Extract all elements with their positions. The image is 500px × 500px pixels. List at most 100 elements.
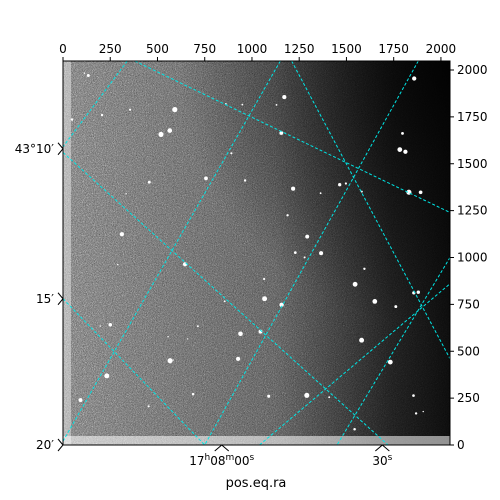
top-tick-label: 500 bbox=[146, 42, 169, 56]
star bbox=[119, 232, 124, 237]
star bbox=[191, 392, 195, 396]
star bbox=[241, 103, 244, 106]
top-tick-label: 1000 bbox=[237, 42, 268, 56]
grid-line bbox=[204, 61, 419, 445]
star bbox=[267, 394, 271, 398]
star bbox=[129, 108, 132, 111]
ra-tick-label: 30s bbox=[372, 453, 392, 468]
dec-axis: 43°10′ 15′ 20′ bbox=[15, 142, 64, 452]
star bbox=[78, 398, 83, 403]
right-tick-label: 500 bbox=[457, 344, 480, 358]
star bbox=[100, 113, 104, 117]
star bbox=[99, 325, 101, 327]
star bbox=[263, 277, 266, 281]
star bbox=[412, 76, 417, 81]
right-tick-label: 1250 bbox=[457, 204, 488, 218]
right-tick-label: 2000 bbox=[457, 63, 488, 77]
star bbox=[304, 392, 310, 398]
image-bottom-edge bbox=[63, 436, 450, 445]
star bbox=[172, 107, 178, 113]
star bbox=[418, 190, 423, 195]
star bbox=[262, 296, 268, 302]
star bbox=[352, 281, 358, 287]
top-tick-label: 1750 bbox=[378, 42, 409, 56]
x-axis-label: pos.eq.ra bbox=[226, 476, 287, 491]
top-tick-label: 250 bbox=[99, 42, 122, 56]
star bbox=[303, 256, 306, 259]
star bbox=[236, 356, 241, 361]
star bbox=[328, 396, 331, 399]
grid-line bbox=[134, 61, 450, 213]
star bbox=[279, 131, 284, 135]
star bbox=[243, 179, 247, 182]
star bbox=[338, 183, 342, 187]
right-tick-label: 1500 bbox=[457, 157, 488, 171]
star bbox=[282, 95, 287, 100]
star bbox=[147, 180, 151, 184]
star bbox=[414, 412, 418, 415]
star bbox=[167, 358, 173, 364]
star bbox=[117, 263, 119, 266]
top-tick-label: 750 bbox=[193, 42, 216, 56]
grid-line bbox=[63, 61, 128, 148]
star bbox=[319, 192, 322, 195]
star bbox=[353, 428, 356, 431]
dec-tick-mark bbox=[57, 292, 64, 306]
star bbox=[394, 305, 398, 309]
star bbox=[403, 149, 408, 154]
star bbox=[387, 359, 393, 365]
star bbox=[372, 299, 378, 304]
star bbox=[172, 359, 174, 361]
star bbox=[86, 74, 90, 77]
right-tick-label: 250 bbox=[457, 391, 480, 405]
star bbox=[125, 193, 127, 195]
grid-line bbox=[336, 257, 450, 445]
star bbox=[286, 214, 289, 217]
grid-line bbox=[63, 61, 281, 442]
top-tick-label: 0 bbox=[59, 42, 67, 56]
star bbox=[412, 394, 415, 397]
image-panel bbox=[63, 61, 450, 445]
star bbox=[83, 72, 86, 74]
star bbox=[182, 262, 188, 267]
plot-frame bbox=[62, 60, 451, 446]
star bbox=[416, 290, 420, 294]
right-tick-label: 1750 bbox=[457, 110, 488, 124]
star bbox=[204, 176, 208, 181]
grid-line bbox=[291, 61, 450, 359]
dec-tick-label: 43°10′ bbox=[15, 142, 55, 156]
right-tick-label: 750 bbox=[457, 297, 480, 311]
top-tick-label: 2000 bbox=[426, 42, 457, 56]
star bbox=[422, 410, 424, 413]
ra-axis: 17h08m00s 30s bbox=[189, 444, 393, 468]
ra-tick-mark bbox=[214, 444, 230, 452]
top-pixel-axis: 0 250 500 750 1000 1250 1500 1750 2000 bbox=[59, 42, 456, 61]
star bbox=[293, 251, 297, 254]
star bbox=[70, 118, 74, 121]
grid-line bbox=[63, 298, 206, 445]
star bbox=[291, 186, 296, 191]
star bbox=[279, 302, 284, 307]
image-dark-corner bbox=[63, 61, 450, 445]
star bbox=[196, 325, 199, 328]
star bbox=[397, 147, 403, 152]
dec-tick-label: 20′ bbox=[36, 438, 54, 452]
star bbox=[187, 338, 189, 340]
dec-tick-label: 15′ bbox=[36, 292, 54, 306]
star bbox=[401, 131, 404, 135]
star bbox=[167, 335, 169, 338]
right-tick-label: 0 bbox=[457, 438, 465, 452]
star bbox=[147, 405, 150, 408]
grid-line bbox=[63, 152, 389, 445]
right-tick-label: 1000 bbox=[457, 251, 488, 265]
dec-tick-mark bbox=[57, 142, 64, 156]
star bbox=[230, 152, 233, 155]
star bbox=[359, 337, 365, 343]
star bbox=[104, 373, 110, 379]
coordinate-grid bbox=[63, 61, 450, 445]
star bbox=[223, 300, 226, 303]
star bbox=[363, 267, 366, 270]
star bbox=[238, 331, 243, 337]
star bbox=[305, 234, 310, 239]
